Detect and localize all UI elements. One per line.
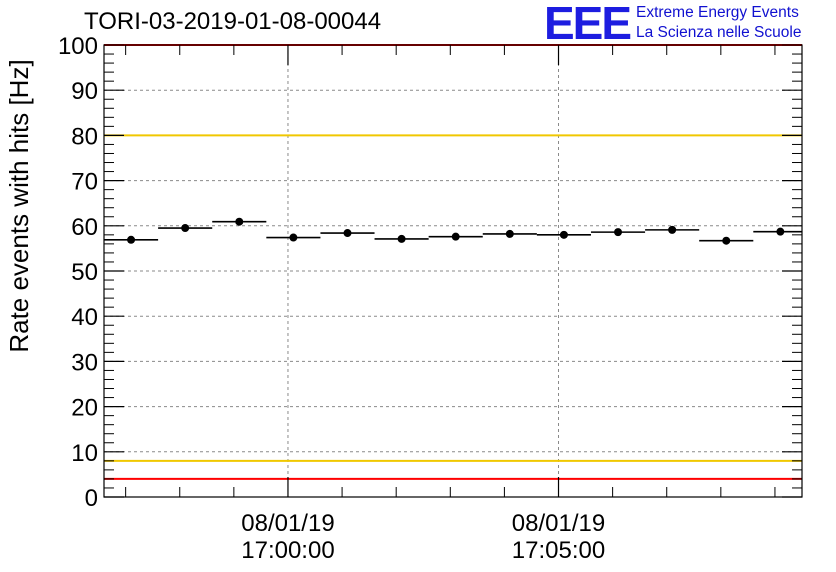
- data-point: [505, 229, 514, 238]
- x-tick-label-time: 17:00:00: [241, 537, 334, 564]
- y-tick-label: 100: [58, 33, 98, 60]
- chart-title: TORI-03-2019-01-08-00044: [84, 8, 382, 35]
- y-tick-label: 60: [71, 214, 98, 241]
- eee-logo: EEE: [544, 0, 632, 49]
- data-point: [722, 236, 731, 245]
- axis-ticks: [104, 44, 802, 498]
- data-point: [559, 230, 568, 239]
- y-tick-label: 80: [71, 123, 98, 150]
- y-tick-label: 70: [71, 169, 98, 196]
- y-axis-label: Rate events with hits [Hz]: [4, 59, 34, 352]
- data-point: [451, 232, 460, 241]
- x-tick-label-date: 08/01/19: [241, 510, 334, 537]
- data-point: [127, 235, 136, 244]
- data-point: [181, 224, 190, 233]
- data-points: [104, 217, 802, 245]
- x-tick-label-date: 08/01/19: [512, 510, 605, 537]
- y-tick-label: 10: [71, 440, 98, 467]
- data-point: [289, 233, 298, 242]
- data-point: [776, 227, 785, 236]
- data-point: [614, 228, 623, 237]
- logo-tagline-2: La Scienza nelle Scuole: [636, 24, 802, 41]
- tick-labels: 010203040506070809010008/01/1917:00:0008…: [58, 33, 605, 564]
- data-point: [343, 229, 352, 238]
- y-tick-label: 0: [85, 485, 98, 512]
- y-tick-label: 40: [71, 304, 98, 331]
- logo-tagline-1: Extreme Energy Events: [636, 4, 799, 21]
- y-tick-label: 50: [71, 259, 98, 286]
- data-point: [668, 225, 677, 234]
- grid-lines: [104, 45, 802, 497]
- reference-lines: [104, 44, 802, 480]
- y-tick-label: 30: [71, 349, 98, 376]
- data-point: [397, 234, 406, 243]
- y-tick-label: 20: [71, 395, 98, 422]
- x-tick-label-time: 17:05:00: [512, 537, 605, 564]
- data-point: [235, 217, 244, 226]
- y-tick-label: 90: [71, 78, 98, 105]
